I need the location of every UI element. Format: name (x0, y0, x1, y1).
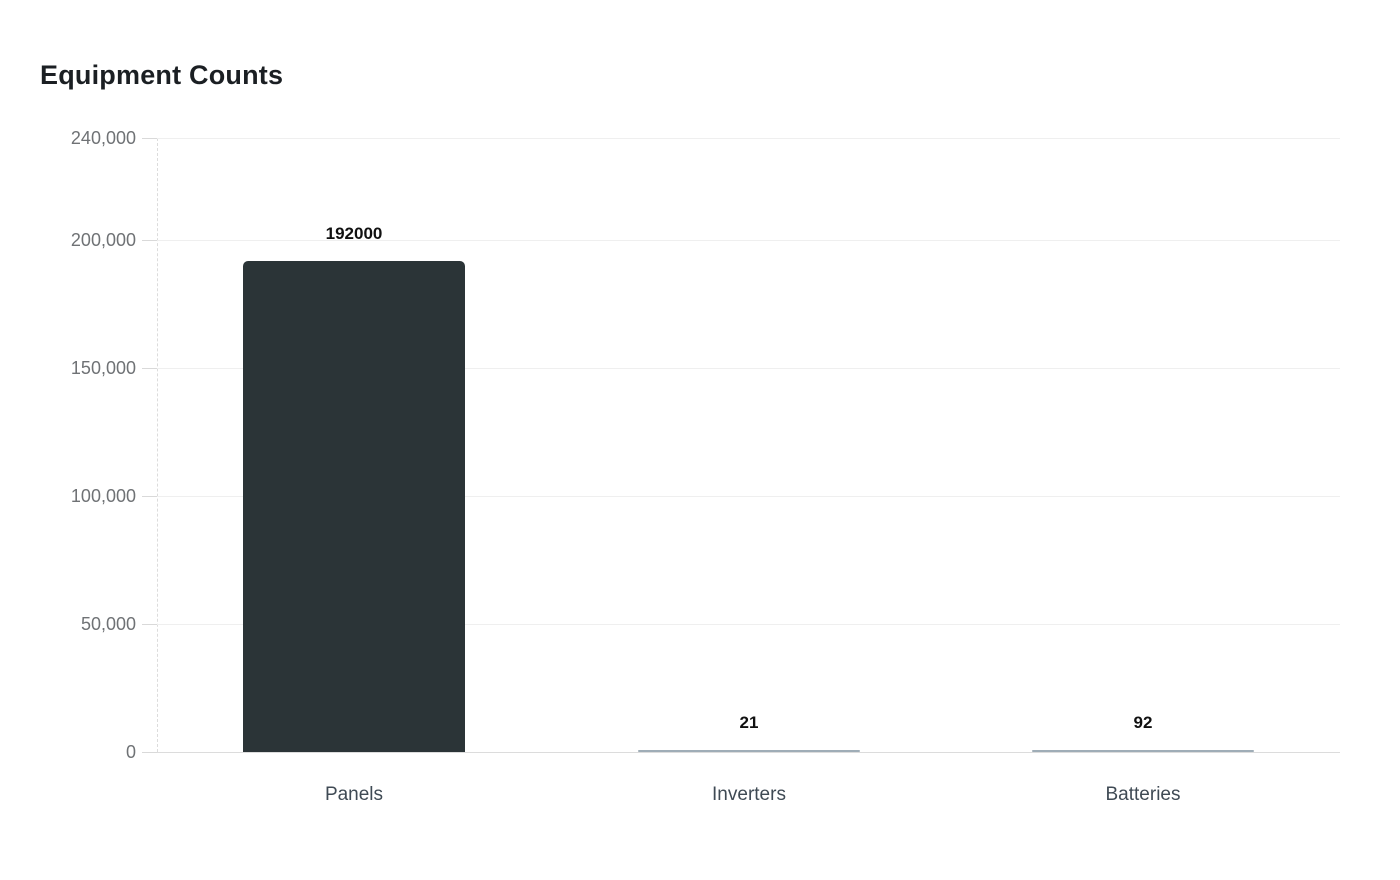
bar-value-label: 192000 (325, 224, 383, 243)
y-axis-line (157, 138, 158, 752)
bar-inverters[interactable] (638, 750, 860, 752)
gridline (157, 368, 1340, 369)
y-axis-tick (142, 138, 157, 139)
y-axis-tick (142, 240, 157, 241)
y-axis-tick (142, 496, 157, 497)
y-axis-label: 200,000 (70, 230, 136, 250)
y-axis-tick (142, 368, 157, 369)
y-axis-tick (142, 624, 157, 625)
gridline (157, 138, 1340, 139)
gridline (157, 240, 1340, 241)
gridline (157, 752, 1340, 753)
chart-title: Equipment Counts (40, 60, 284, 90)
x-axis-label-panels: Panels (324, 784, 384, 805)
y-axis-label: 150,000 (70, 358, 136, 378)
bar-panels[interactable] (243, 261, 465, 752)
gridline (157, 624, 1340, 625)
y-axis-label: 240,000 (70, 128, 136, 148)
bar-value-label: 92 (1133, 713, 1153, 732)
y-axis-label: 0 (125, 742, 136, 762)
y-axis-label: 50,000 (80, 614, 136, 634)
x-axis-label-batteries: Batteries (1105, 784, 1181, 805)
bar-batteries[interactable] (1032, 750, 1254, 752)
y-axis-label: 100,000 (70, 486, 136, 506)
y-axis-tick (142, 752, 157, 753)
bar-value-label: 21 (739, 713, 759, 732)
x-axis-label-inverters: Inverters (712, 784, 786, 805)
gridline (157, 496, 1340, 497)
